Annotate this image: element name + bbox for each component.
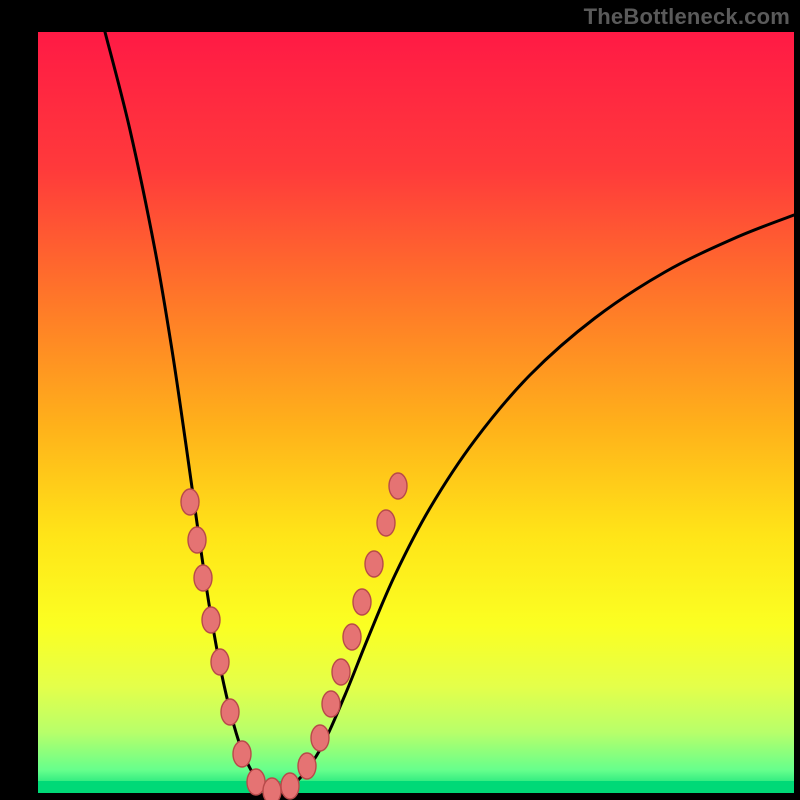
data-marker [365,551,383,577]
data-marker [322,691,340,717]
watermark-text: TheBottleneck.com [584,4,790,30]
canvas: TheBottleneck.com [0,0,800,800]
data-marker [181,489,199,515]
data-marker [211,649,229,675]
data-marker [188,527,206,553]
chart-bottom-band [38,781,794,793]
data-marker [343,624,361,650]
data-marker [311,725,329,751]
data-marker [221,699,239,725]
data-marker [194,565,212,591]
data-marker [332,659,350,685]
data-marker [281,773,299,799]
data-marker [377,510,395,536]
data-marker [353,589,371,615]
data-marker [263,778,281,800]
data-marker [202,607,220,633]
bottleneck-curve-chart [0,0,800,800]
data-marker [389,473,407,499]
data-marker [298,753,316,779]
chart-background [38,32,794,793]
data-marker [233,741,251,767]
